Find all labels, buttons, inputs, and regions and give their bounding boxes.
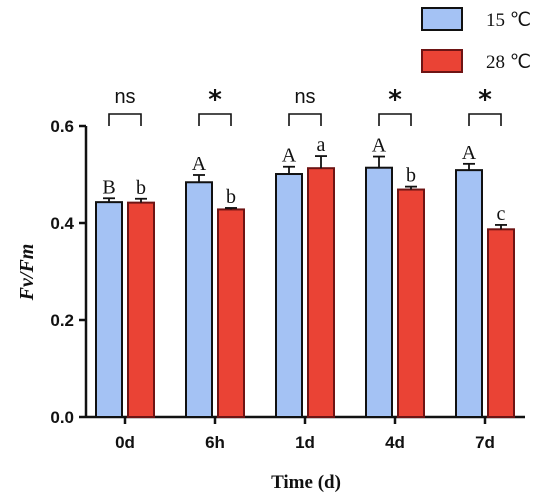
- significance-label: *: [478, 85, 492, 115]
- bar: [95, 201, 123, 418]
- legend-swatch: [421, 7, 463, 31]
- bar: [127, 201, 155, 418]
- comparison-bracket: [198, 113, 232, 126]
- comparison-bracket: [468, 113, 502, 126]
- bar: [365, 166, 393, 418]
- x-tick-label: 1d: [295, 433, 315, 452]
- bar: [397, 188, 425, 418]
- significance-letter: b: [406, 165, 416, 187]
- significance-label: ns: [114, 86, 135, 108]
- significance-letter: b: [226, 186, 236, 208]
- significance-letter: c: [497, 203, 506, 225]
- bar: [307, 167, 335, 418]
- bar: [275, 173, 303, 418]
- bars: [95, 155, 515, 418]
- bar: [455, 169, 483, 418]
- annotations: B A A A Ab b a b c ns * ns * *: [102, 85, 505, 225]
- significance-letter: A: [282, 145, 297, 167]
- bar: [487, 228, 515, 418]
- significance-letter: A: [372, 135, 387, 157]
- y-tick-label: 0.4: [50, 214, 74, 233]
- x-tick-label: 6h: [205, 433, 225, 452]
- significance-label: ns: [294, 86, 315, 108]
- significance-label: *: [388, 85, 402, 115]
- comparison-bracket: [108, 113, 142, 126]
- legend-swatch: [421, 49, 463, 73]
- bar: [185, 181, 213, 418]
- significance-label: *: [208, 85, 222, 115]
- x-tick-label: 4d: [385, 433, 405, 452]
- significance-letter: A: [462, 142, 477, 164]
- y-tick-label: 0.0: [50, 408, 74, 427]
- comparison-bracket: [288, 113, 322, 126]
- comparison-bracket: [378, 113, 412, 126]
- significance-letter: b: [136, 177, 146, 199]
- legend-label: 28 ℃: [486, 52, 531, 73]
- x-tick-label: 0d: [115, 433, 135, 452]
- axes: 0.0 0.2 0.4 0.6 0d 6h 1d 4d 7d: [50, 117, 525, 452]
- significance-letter: B: [102, 176, 115, 198]
- y-axis-title: Fv/Fm: [16, 244, 38, 302]
- legend: 15 ℃ 28 ℃: [421, 7, 531, 73]
- y-tick-label: 0.2: [50, 311, 74, 330]
- x-tick-label: 7d: [475, 433, 495, 452]
- significance-letter: A: [192, 153, 207, 175]
- x-axis-title: Time (d): [271, 472, 341, 493]
- significance-letter: a: [317, 134, 326, 156]
- bar: [217, 208, 245, 418]
- legend-label: 15 ℃: [486, 10, 531, 31]
- y-tick-label: 0.6: [50, 117, 74, 136]
